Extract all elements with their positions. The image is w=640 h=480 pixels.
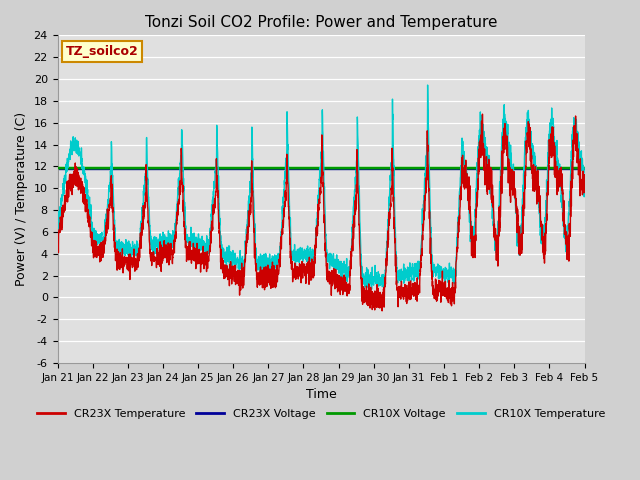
CR10X Voltage (114, 165, 122, 171)
CR10X Temperature (514, 240, 522, 246)
Y-axis label: Power (V) / Temperature (C): Power (V) / Temperature (C) (15, 112, 28, 286)
CR10X Temperature (278, 211, 286, 216)
CR23X Temperature (256, 282, 264, 288)
CR10X Voltage (145, 165, 153, 171)
Text: TZ_soilco2: TZ_soilco2 (65, 45, 138, 58)
CR23X Voltage (145, 166, 153, 172)
CR23X Voltage (54, 166, 61, 172)
Legend: CR23X Temperature, CR23X Voltage, CR10X Voltage, CR10X Temperature: CR23X Temperature, CR23X Voltage, CR10X … (33, 404, 609, 423)
CR23X Voltage (580, 166, 588, 172)
CR10X Temperature (424, 82, 431, 88)
CR10X Temperature (368, 287, 376, 292)
Line: CR10X Temperature: CR10X Temperature (58, 85, 584, 289)
CR10X Voltage (580, 165, 588, 171)
CR10X Voltage (54, 165, 61, 171)
CR23X Temperature (145, 224, 153, 230)
CR23X Voltage (256, 166, 264, 172)
CR10X Temperature (571, 132, 579, 138)
CR10X Temperature (580, 188, 588, 193)
Line: CR23X Temperature: CR23X Temperature (58, 114, 584, 311)
CR23X Temperature (114, 258, 122, 264)
CR23X Voltage (570, 166, 578, 172)
CR23X Voltage (114, 166, 122, 172)
CR23X Temperature (571, 134, 579, 140)
X-axis label: Time: Time (306, 388, 337, 401)
CR10X Temperature (54, 229, 61, 235)
CR23X Voltage (278, 166, 286, 172)
CR10X Voltage (256, 165, 264, 171)
CR23X Temperature (378, 308, 386, 314)
CR23X Temperature (54, 239, 61, 244)
CR10X Voltage (513, 165, 521, 171)
CR10X Temperature (256, 260, 264, 266)
CR10X Voltage (570, 165, 578, 171)
CR23X Temperature (278, 228, 286, 234)
CR23X Temperature (479, 111, 486, 117)
CR10X Temperature (145, 203, 153, 208)
CR23X Voltage (513, 166, 521, 172)
CR23X Temperature (514, 217, 522, 223)
Title: Tonzi Soil CO2 Profile: Power and Temperature: Tonzi Soil CO2 Profile: Power and Temper… (145, 15, 497, 30)
CR23X Temperature (580, 173, 588, 179)
CR10X Temperature (114, 244, 122, 250)
CR10X Voltage (278, 165, 286, 171)
